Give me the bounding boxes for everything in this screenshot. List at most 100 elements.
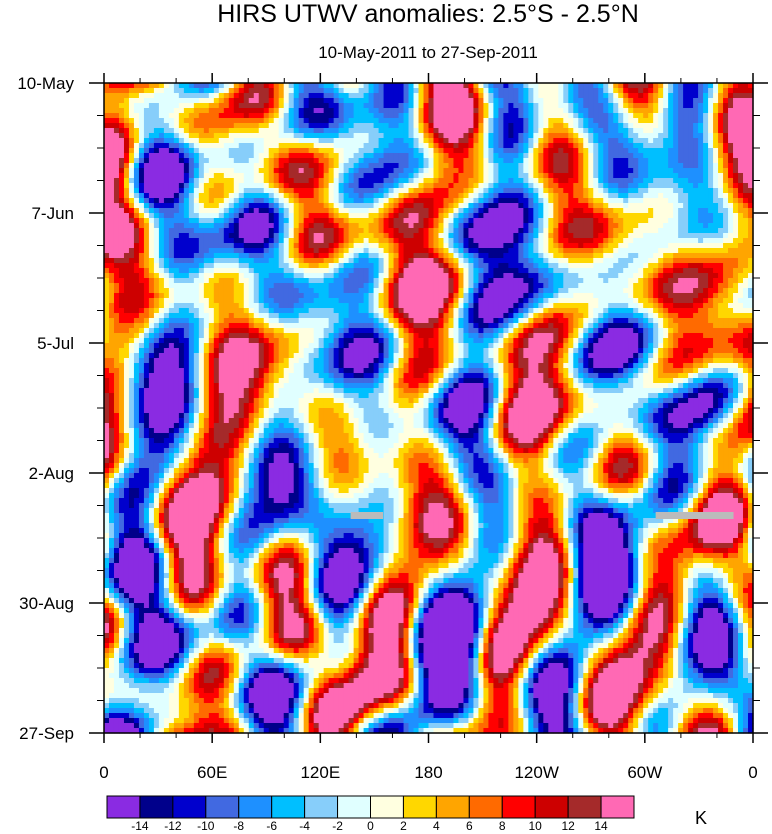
heatmap-cell (208, 238, 215, 244)
heatmap-cell (218, 218, 225, 224)
heatmap-cell (163, 248, 170, 254)
heatmap-cell (498, 88, 504, 94)
heatmap-cell (518, 208, 524, 214)
heatmap-cell (493, 133, 499, 139)
heatmap-cell (593, 253, 599, 259)
heatmap-cell (558, 153, 564, 159)
heatmap-cell (283, 238, 290, 244)
heatmap-cell (633, 233, 639, 239)
heatmap-cell (208, 108, 215, 114)
heatmap-cell (318, 178, 325, 184)
heatmap-cell (328, 163, 335, 169)
heatmap-cell (533, 133, 539, 139)
heatmap-cell (748, 228, 754, 234)
heatmap-cell (348, 263, 355, 269)
heatmap-cell (238, 203, 245, 209)
heatmap-cell (333, 218, 340, 224)
heatmap-cell (498, 203, 504, 209)
heatmap-cell (428, 83, 435, 89)
heatmap-cell (583, 198, 589, 204)
heatmap-cell (468, 93, 475, 99)
heatmap-cell (173, 273, 180, 279)
heatmap-cell (528, 208, 534, 214)
heatmap-cell (578, 103, 584, 109)
heatmap-cell (678, 183, 684, 189)
heatmap-cell (593, 98, 599, 104)
heatmap-cell (323, 268, 330, 274)
heatmap-cell (283, 113, 290, 119)
heatmap-cell (508, 238, 514, 244)
heatmap-cell (398, 153, 405, 159)
heatmap-cell (253, 148, 260, 154)
heatmap-cell (278, 163, 285, 169)
heatmap-cell (703, 218, 709, 224)
heatmap-cell (703, 188, 709, 194)
heatmap-cell (458, 218, 465, 224)
heatmap-cell (298, 228, 305, 234)
heatmap-cell (218, 273, 225, 279)
heatmap-cell (248, 113, 255, 119)
heatmap-cell (518, 223, 524, 229)
heatmap-cell (433, 88, 440, 94)
heatmap-cell (388, 88, 395, 94)
heatmap-cell (118, 248, 125, 254)
heatmap-cell (523, 103, 529, 109)
heatmap-cell (358, 263, 365, 269)
heatmap-cell (668, 263, 674, 269)
heatmap-cell (568, 133, 574, 139)
heatmap-cell (628, 268, 634, 274)
heatmap-cell (138, 253, 145, 259)
heatmap-cell (728, 218, 734, 224)
heatmap-cell (738, 268, 744, 274)
heatmap-cell (193, 243, 200, 249)
heatmap-cell (713, 233, 719, 239)
heatmap-cell (463, 228, 470, 234)
heatmap-cell (478, 143, 485, 149)
heatmap-cell (483, 118, 490, 124)
heatmap-cell (338, 153, 345, 159)
heatmap-cell (178, 158, 185, 164)
heatmap-cell (353, 188, 360, 194)
heatmap-cell (698, 83, 704, 89)
heatmap-cell (383, 158, 390, 164)
heatmap-cell (323, 243, 330, 249)
heatmap-cell (333, 203, 340, 209)
heatmap-cell (158, 273, 165, 279)
heatmap-cell (173, 208, 180, 214)
heatmap-cell (293, 153, 300, 159)
heatmap-cell (373, 148, 380, 154)
heatmap-cell (428, 208, 435, 214)
heatmap-cell (668, 83, 674, 89)
heatmap-cell (253, 113, 260, 119)
heatmap-cell (183, 238, 190, 244)
heatmap-cell (153, 208, 160, 214)
heatmap-cell (313, 178, 320, 184)
heatmap-cell (183, 143, 190, 149)
heatmap-cell (578, 168, 584, 174)
heatmap-cell (578, 198, 584, 204)
heatmap-cell (248, 143, 255, 149)
heatmap-cell (628, 228, 634, 234)
heatmap-cell (278, 83, 285, 89)
heatmap-cell (333, 93, 340, 99)
heatmap-cell (293, 118, 300, 124)
heatmap-cell (508, 108, 514, 114)
heatmap-cell (208, 163, 215, 169)
heatmap-cell (468, 203, 475, 209)
heatmap-cell (558, 138, 564, 144)
heatmap-cell (653, 178, 659, 184)
heatmap-cell (288, 83, 295, 89)
heatmap-cell (328, 143, 335, 149)
heatmap-cell (358, 153, 365, 159)
heatmap-cell (168, 228, 175, 234)
heatmap-cell (613, 178, 619, 184)
heatmap-cell (578, 188, 584, 194)
heatmap-cell (738, 163, 744, 169)
heatmap-cell (248, 273, 255, 279)
heatmap-cell (703, 143, 709, 149)
heatmap-cell (508, 88, 514, 94)
heatmap-cell (748, 138, 754, 144)
heatmap-cell (628, 208, 634, 214)
heatmap-cell (123, 103, 130, 109)
heatmap-cell (593, 133, 599, 139)
